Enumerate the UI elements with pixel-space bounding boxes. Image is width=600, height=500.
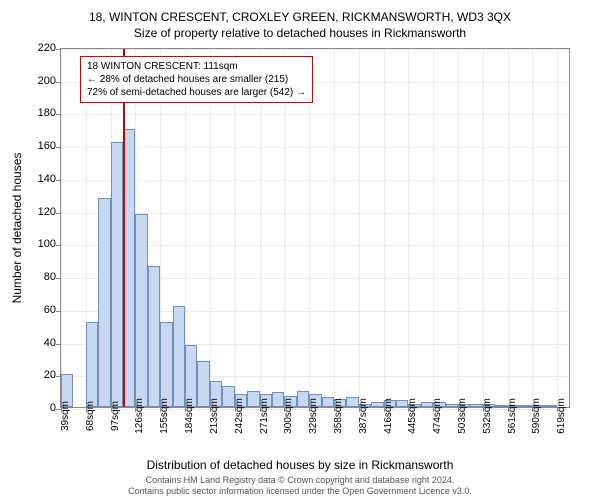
gridline-v (384, 49, 385, 407)
x-tick-label: 532sqm (482, 398, 493, 434)
y-tick-label: 220 (26, 42, 56, 54)
x-tick-label: 184sqm (184, 398, 195, 434)
x-axis-label: Distribution of detached houses by size … (0, 458, 600, 472)
x-tick-label: 155sqm (159, 398, 170, 434)
histogram-bar (160, 322, 172, 407)
x-tick-label: 387sqm (358, 398, 369, 434)
x-tick-label: 97sqm (110, 401, 121, 431)
x-tick-label: 271sqm (259, 398, 270, 434)
annotation-line-2: ← 28% of detached houses are smaller (21… (87, 73, 306, 86)
x-tick-label: 68sqm (85, 401, 96, 431)
histogram-bar (247, 391, 259, 407)
y-tick-label: 80 (26, 271, 56, 283)
annotation-line-1: 18 WINTON CRESCENT: 111sqm (87, 60, 306, 73)
x-tick-label: 590sqm (531, 398, 542, 434)
y-tick-label: 200 (26, 75, 56, 87)
histogram-bar (495, 405, 507, 407)
gridline-v (458, 49, 459, 407)
x-tick-label: 329sqm (308, 398, 319, 434)
y-tick-label: 120 (26, 206, 56, 218)
gridline-h (61, 147, 569, 148)
gridline-h (61, 49, 569, 50)
gridline-v (433, 49, 434, 407)
x-tick-label: 39sqm (60, 401, 71, 431)
x-tick-label: 358sqm (333, 398, 344, 434)
histogram-bar (470, 404, 482, 407)
chart-title: 18, WINTON CRESCENT, CROXLEY GREEN, RICK… (0, 0, 600, 24)
y-tick-label: 40 (26, 337, 56, 349)
y-tick-label: 20 (26, 369, 56, 381)
histogram-bar (148, 266, 160, 407)
histogram-bar (111, 142, 123, 407)
x-tick-label: 300sqm (283, 398, 294, 434)
gridline-v (61, 49, 62, 407)
histogram-bar (173, 306, 185, 407)
annotation-box: 18 WINTON CRESCENT: 111sqm ← 28% of deta… (80, 56, 313, 103)
x-tick-label: 213sqm (209, 398, 220, 434)
x-tick-label: 503sqm (457, 398, 468, 434)
gridline-h (61, 180, 569, 181)
gridline-v (532, 49, 533, 407)
annotation-line-3: 72% of semi-detached houses are larger (… (87, 86, 306, 99)
gridline-v (408, 49, 409, 407)
y-tick-label: 60 (26, 304, 56, 316)
y-tick-label: 180 (26, 107, 56, 119)
x-tick-label: 561sqm (507, 398, 518, 434)
x-tick-label: 242sqm (234, 398, 245, 434)
y-tick-label: 100 (26, 238, 56, 250)
x-tick-label: 416sqm (383, 398, 394, 434)
y-tick-label: 0 (26, 402, 56, 414)
histogram-bar (371, 402, 383, 407)
y-axis-label: Number of detached houses (10, 153, 24, 304)
footer-line-1: Contains HM Land Registry data © Crown c… (0, 475, 600, 486)
x-tick-label: 474sqm (432, 398, 443, 434)
histogram-bar (346, 397, 358, 407)
gridline-h (61, 114, 569, 115)
gridline-v (334, 49, 335, 407)
histogram-bar (222, 386, 234, 407)
histogram-bar (86, 322, 98, 407)
histogram-bar (135, 214, 147, 407)
x-tick-label: 445sqm (407, 398, 418, 434)
footer-attribution: Contains HM Land Registry data © Crown c… (0, 475, 600, 497)
x-tick-label: 619sqm (556, 398, 567, 434)
gridline-v (557, 49, 558, 407)
x-tick-label: 126sqm (134, 398, 145, 434)
gridline-v (483, 49, 484, 407)
y-tick-label: 140 (26, 173, 56, 185)
footer-line-2: Contains public sector information licen… (0, 486, 600, 497)
gridline-v (508, 49, 509, 407)
y-tick-label: 160 (26, 140, 56, 152)
histogram-bar (123, 129, 135, 407)
chart-subtitle: Size of property relative to detached ho… (0, 24, 600, 40)
gridline-v (359, 49, 360, 407)
histogram-bar (98, 198, 110, 407)
